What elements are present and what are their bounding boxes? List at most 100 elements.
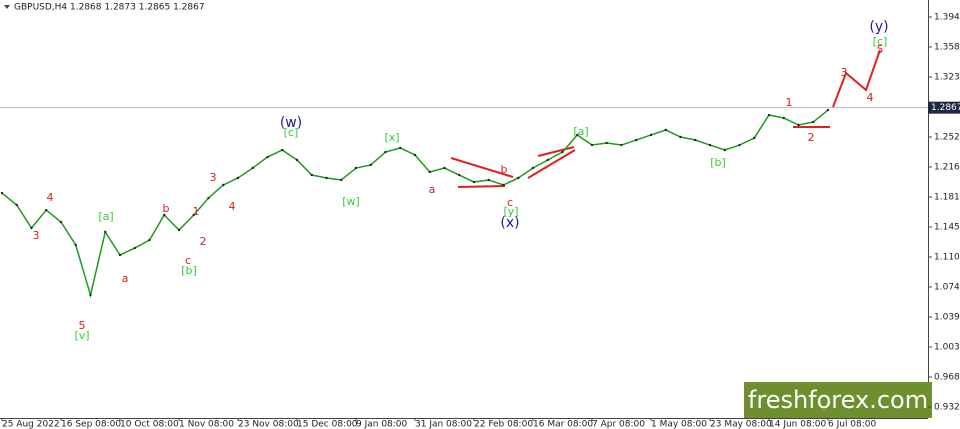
price-point xyxy=(74,243,77,247)
price-point xyxy=(753,136,756,140)
projection xyxy=(832,49,881,108)
price-point xyxy=(30,226,33,230)
watermark-bg xyxy=(744,382,932,418)
wave-label: 5 xyxy=(877,43,884,56)
price-point xyxy=(723,148,726,152)
wave-label: 2 xyxy=(808,131,815,144)
x-tick-label: 7 Apr 08:00 xyxy=(592,420,645,429)
wedge-line xyxy=(537,146,575,157)
y-tick-label: 1.0035 xyxy=(934,343,960,353)
wave-label: a xyxy=(429,183,436,196)
x-tick-label: 16 Mar 08:00 xyxy=(533,420,593,429)
x-tick-label: 10 Oct 08:00 xyxy=(120,420,179,429)
wave-label: (w) xyxy=(280,115,302,131)
y-tick-label: 1.1100 xyxy=(934,253,960,263)
price-point xyxy=(782,116,785,120)
x-tick-label: 9 Jan 08:00 xyxy=(356,420,408,429)
price-point xyxy=(649,133,653,137)
price-point xyxy=(266,155,269,159)
wave-label: 4 xyxy=(229,200,236,213)
price-point xyxy=(310,173,313,177)
price-point xyxy=(679,135,682,139)
price-point xyxy=(59,220,63,224)
price-point xyxy=(340,178,343,182)
price-point xyxy=(89,293,92,297)
price-point xyxy=(118,253,122,257)
wave-label: [c] xyxy=(873,35,888,48)
x-tick-label: 15 Dec 08:00 xyxy=(297,420,358,429)
x-tick-label: 23 May 08:00 xyxy=(710,420,772,429)
wave-label: [x] xyxy=(384,131,399,144)
y-tick-label: 1.1810 xyxy=(934,192,960,202)
wave-label: [v] xyxy=(74,329,89,342)
triangle-line xyxy=(457,185,506,188)
price-point xyxy=(531,166,535,170)
y-tick-label: 1.3230 xyxy=(934,72,960,82)
price-point xyxy=(369,163,372,167)
menu-arrow xyxy=(4,5,10,9)
header: GBPUSD,H4 1.2868 1.2873 1.2865 1.2867 xyxy=(14,3,205,13)
watermark: freshforex.com xyxy=(748,386,928,414)
price-point xyxy=(605,141,608,145)
wave-label: b xyxy=(501,163,508,176)
y-tick-label: 1.1455 xyxy=(934,223,960,233)
wave-label: 4 xyxy=(47,191,54,204)
wave-label: (y) xyxy=(869,19,888,35)
wave-label: [b] xyxy=(181,264,197,277)
wave-label: 4 xyxy=(867,91,874,104)
wave-label: 1 xyxy=(193,205,200,218)
price-point xyxy=(0,191,4,195)
price-point xyxy=(708,143,712,147)
price-point xyxy=(222,183,225,187)
wave-label: (x) xyxy=(500,215,519,231)
price-point xyxy=(797,123,800,127)
price-point xyxy=(133,246,136,250)
price-point xyxy=(443,166,446,170)
price-point xyxy=(694,138,697,142)
price-point xyxy=(546,158,549,162)
price-point xyxy=(207,196,210,200)
x-tick-label: 25 Aug 2022 xyxy=(2,420,60,429)
wave-label: c xyxy=(507,196,513,209)
wave-label: [c] xyxy=(284,126,299,139)
price-point xyxy=(635,138,638,142)
price-point xyxy=(428,170,431,174)
wave-label: 1 xyxy=(786,96,793,109)
y-tick-label: 1.3585 xyxy=(934,42,960,52)
price-point xyxy=(472,180,476,184)
price-point xyxy=(399,146,402,150)
price-point xyxy=(826,108,830,112)
wave-label: 3 xyxy=(841,66,848,79)
price-point xyxy=(251,166,254,170)
wave-label: [a] xyxy=(98,210,113,223)
price-point xyxy=(561,150,564,154)
price-point xyxy=(177,228,181,232)
wave-label: [a] xyxy=(573,125,588,138)
price-point xyxy=(15,203,18,207)
triangle-line xyxy=(450,157,514,178)
wave-label: [b] xyxy=(710,156,726,169)
wave-label: 2 xyxy=(200,235,207,248)
price-point xyxy=(517,176,520,180)
wave-label: c xyxy=(185,254,191,267)
x-tick-label: 31 Jan 08:00 xyxy=(415,420,472,429)
price-point xyxy=(576,133,579,137)
watermark-box: freshforex.com xyxy=(744,382,932,418)
price-point xyxy=(620,143,623,147)
wave-label: b xyxy=(163,202,170,215)
price-point xyxy=(487,178,490,182)
wave-label: [y] xyxy=(503,205,518,218)
y-tick-label: 1.0390 xyxy=(934,313,960,323)
wedge-line xyxy=(527,149,576,179)
price-point xyxy=(295,158,299,162)
x-tick-label: 6 Jul 08:00 xyxy=(828,420,877,429)
price-point xyxy=(148,238,151,242)
y-tick-label: 0.9325 xyxy=(934,403,960,413)
y-tick-label: 1.2520 xyxy=(934,132,960,142)
price-point xyxy=(354,166,358,170)
wave-label: 3 xyxy=(210,171,217,184)
y-tick-label: 1.2165 xyxy=(934,162,960,172)
wave-label: 3 xyxy=(33,229,40,242)
price-point xyxy=(413,153,417,157)
wave-label: 5 xyxy=(79,319,86,332)
